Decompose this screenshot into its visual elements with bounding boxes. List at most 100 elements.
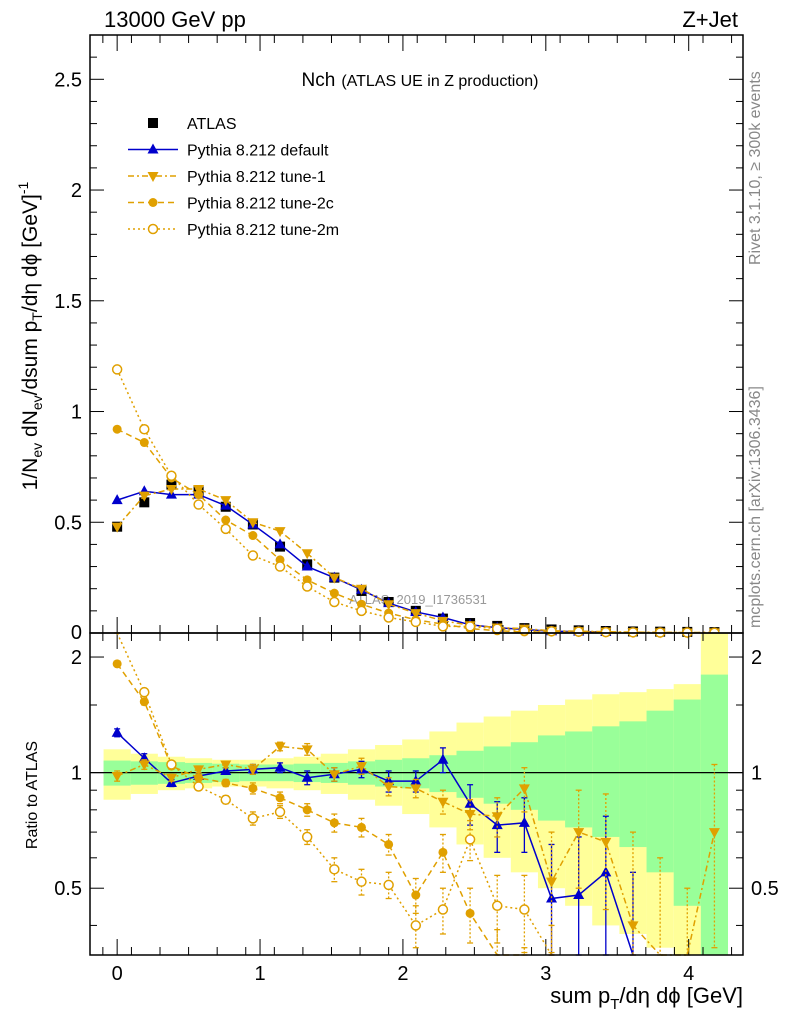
legend-marker [147, 143, 159, 154]
data-point [329, 596, 340, 608]
ratio-point [302, 805, 312, 815]
ratio-point [274, 742, 286, 753]
plot-title-sub: (ATLAS UE in Z production) [341, 73, 538, 90]
ratio-point [411, 890, 421, 900]
ratio-point [355, 762, 367, 773]
ratio-point [356, 822, 366, 832]
ratio-point [383, 782, 395, 793]
ratio-point [464, 834, 476, 845]
ratio-point [356, 876, 367, 887]
ratio-ytick-label-right: 2 [751, 647, 762, 669]
ratio-ytick-label: 0.5 [54, 878, 82, 900]
data-point [139, 423, 150, 435]
ratio-plot-frame [89, 632, 744, 956]
data-point [491, 623, 503, 634]
ratio-point [138, 760, 150, 771]
main-ytick-label: 0.5 [54, 512, 82, 534]
main-ytick-label: 1 [71, 402, 82, 424]
data-point [139, 497, 150, 508]
ratio-point [519, 904, 530, 915]
data-point [194, 490, 204, 500]
ratio-series-pythia-8-212-tune-1 [111, 741, 720, 956]
ratio-point [410, 784, 422, 795]
ratio-point [410, 920, 422, 931]
energy-label: 13000 GeV pp [104, 7, 246, 32]
ratio-point [627, 921, 639, 932]
legend-label: Pythia 8.212 tune-2c [187, 196, 334, 213]
data-point [383, 612, 394, 623]
data-point [301, 581, 313, 592]
ratio-point [383, 879, 394, 891]
ratio-point [384, 839, 394, 849]
ratio-point [111, 726, 123, 737]
ratio-point [193, 781, 204, 792]
ratio-point [112, 659, 122, 669]
data-point [139, 438, 149, 448]
plot-title-main: Nch [302, 70, 336, 91]
ratio-point [275, 793, 285, 803]
legend-entry-pythia-8-212-default: Pythia 8.212 default [128, 143, 329, 160]
ratio-series-layer [111, 632, 720, 956]
ratio-point [328, 770, 340, 781]
data-point [301, 560, 313, 571]
ratio-point [518, 816, 530, 827]
data-point [166, 470, 177, 481]
data-point [193, 499, 204, 510]
ratio-point [329, 818, 339, 828]
ratio-xtick-label: 0 [112, 963, 123, 985]
ratio-point [111, 771, 123, 782]
ratio-point [600, 837, 612, 848]
ratio-point [193, 765, 205, 776]
ratio-point [465, 908, 475, 918]
data-point [247, 518, 259, 529]
data-point [111, 364, 123, 375]
ratio-point [518, 784, 530, 795]
data-point [328, 573, 340, 584]
ratio-point [301, 771, 313, 782]
data-point [274, 527, 286, 538]
data-point [248, 531, 258, 541]
legend-entry-pythia-8-212-tune-2c: Pythia 8.212 tune-2c [128, 196, 334, 213]
legend-marker [148, 118, 158, 128]
series-pythia-8-212-tune-2m [111, 364, 720, 639]
svg-text:sum pT/dη dϕ [GeV]: sum pT/dη dϕ [GeV] [550, 983, 743, 1013]
data-point [437, 621, 449, 632]
main-ytick-label-zero: 0 [71, 622, 82, 644]
legend-entry-pythia-8-212-tune-1: Pythia 8.212 tune-1 [128, 169, 326, 186]
uncertainty-band-inner [483, 746, 511, 804]
data-point [138, 491, 150, 502]
data-point [546, 625, 557, 637]
main-ylabel: 1/Nev dNev/dsum pT/dη dϕ [GeV]-1 [15, 181, 45, 490]
ratio-point [166, 759, 177, 770]
data-point [274, 538, 286, 549]
ratio-point [708, 828, 720, 839]
ratio-point [221, 778, 231, 788]
data-point [165, 485, 177, 496]
ratio-point [247, 765, 259, 776]
ratio-point [139, 697, 149, 707]
legend-label: Pythia 8.212 default [187, 143, 329, 160]
data-point [410, 609, 422, 620]
data-point [166, 479, 177, 490]
ratio-point [438, 847, 448, 857]
uncertainty-band-inner [565, 731, 593, 828]
data-point [274, 561, 286, 572]
uncertainty-band-inner [537, 735, 566, 821]
data-point [220, 496, 232, 507]
uncertainty-band-inner [619, 721, 647, 848]
data-point [301, 549, 313, 560]
data-point [329, 588, 339, 598]
ratio-point [464, 797, 476, 808]
data-point [221, 515, 231, 525]
ratio-point [220, 760, 232, 771]
ratio-point [491, 819, 503, 830]
ratio-point [220, 794, 231, 805]
legend-entry-pythia-8-212-tune-2m: Pythia 8.212 tune-2m [128, 222, 339, 239]
ratio-bands-layer [90, 633, 743, 955]
uncertainty-band-inner [700, 674, 728, 955]
source-label: mcplots.cern.ch [arXiv:1306.3436] [747, 386, 764, 628]
ratio-point [437, 753, 449, 764]
ratio-point [437, 797, 449, 808]
data-point [193, 485, 205, 496]
ratio-point [274, 806, 286, 818]
